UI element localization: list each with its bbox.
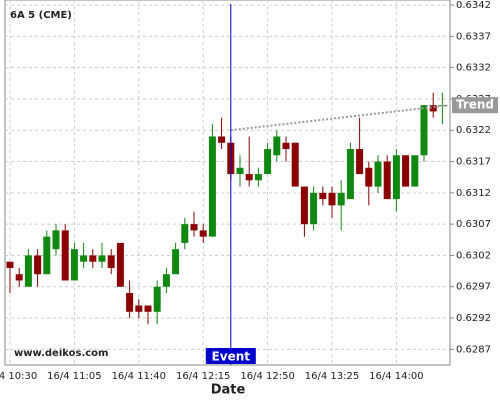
candle-body [264,149,272,175]
candle-body [420,105,428,156]
y-tick-label: 0.6337 [456,31,491,42]
candle-body [126,293,134,312]
candle-body [411,155,419,187]
candle-body [6,261,14,268]
y-tick-label: 0.6312 [456,188,491,199]
candle-body [135,305,143,312]
candle-body [144,305,152,312]
candle-body [346,149,354,200]
candle-body [356,149,364,175]
candle-body [236,167,244,175]
candle-body [319,192,327,200]
candle-body [392,155,400,200]
x-axis-label: Date [211,383,246,398]
y-tick-label: 0.6302 [456,250,491,261]
candle-body [80,255,88,262]
candle-body [218,136,226,143]
x-tick-label: 16/4 11:05 [47,371,101,382]
candle-body [172,249,180,275]
candle-body [34,255,42,275]
candle-body [199,230,207,237]
watermark: www.delkos.com [14,348,108,359]
candle-body [365,167,373,187]
trend-line [230,104,451,132]
y-tick-label: 0.6292 [456,313,491,324]
candle-body [15,274,23,281]
candle-body [254,174,262,181]
y-tick-label: 0.6287 [456,344,491,355]
candle-body [61,230,69,281]
candle-body [328,192,336,206]
x-tick-label: 16/4 12:50 [240,371,294,382]
x-tick-label: 16/4 10:30 [0,371,37,382]
candle-body [190,224,198,231]
event-label: Event [212,350,251,364]
candle-body [291,142,299,187]
candle-body [153,286,161,312]
candle-body [245,174,253,181]
plot-frame [4,0,451,366]
x-tick-label: 16/4 11:40 [112,371,166,382]
y-tick-label: 0.6322 [456,125,491,136]
candle-body [24,255,32,287]
trend-label-box [452,97,498,114]
candle-body [300,186,308,225]
y-tick-label: 0.6317 [456,157,491,168]
event-label-box [205,348,256,364]
candle-body [89,255,97,262]
candle-body [208,136,216,237]
candle-body [181,224,189,243]
candle-body [374,161,382,187]
y-tick-label: 0.6342 [456,0,491,11]
x-tick-label: 16/4 13:25 [305,371,359,382]
candle-body [282,142,290,150]
chart-title: 6A 5 (CME) [10,10,72,21]
candle-body [383,161,391,200]
candle-body [402,155,410,187]
candle-body [337,192,345,206]
candle-body [429,105,437,112]
y-tick-label: 0.6297 [456,282,491,293]
candle-body [70,249,78,281]
candle-body [98,255,106,262]
trend-label: Trend [456,98,494,112]
candle-body [43,236,51,275]
candle-body [310,192,318,225]
y-tick-label: 0.6307 [456,219,491,230]
x-tick-label: 16/4 12:15 [176,371,230,382]
candle-body [116,242,124,287]
candle-body [162,274,170,287]
candle-body [273,136,281,156]
candle-body [52,230,60,250]
y-tick-label: 0.6332 [456,63,491,74]
x-tick-label: 16/4 14:00 [369,371,423,382]
candle-body [107,255,115,268]
